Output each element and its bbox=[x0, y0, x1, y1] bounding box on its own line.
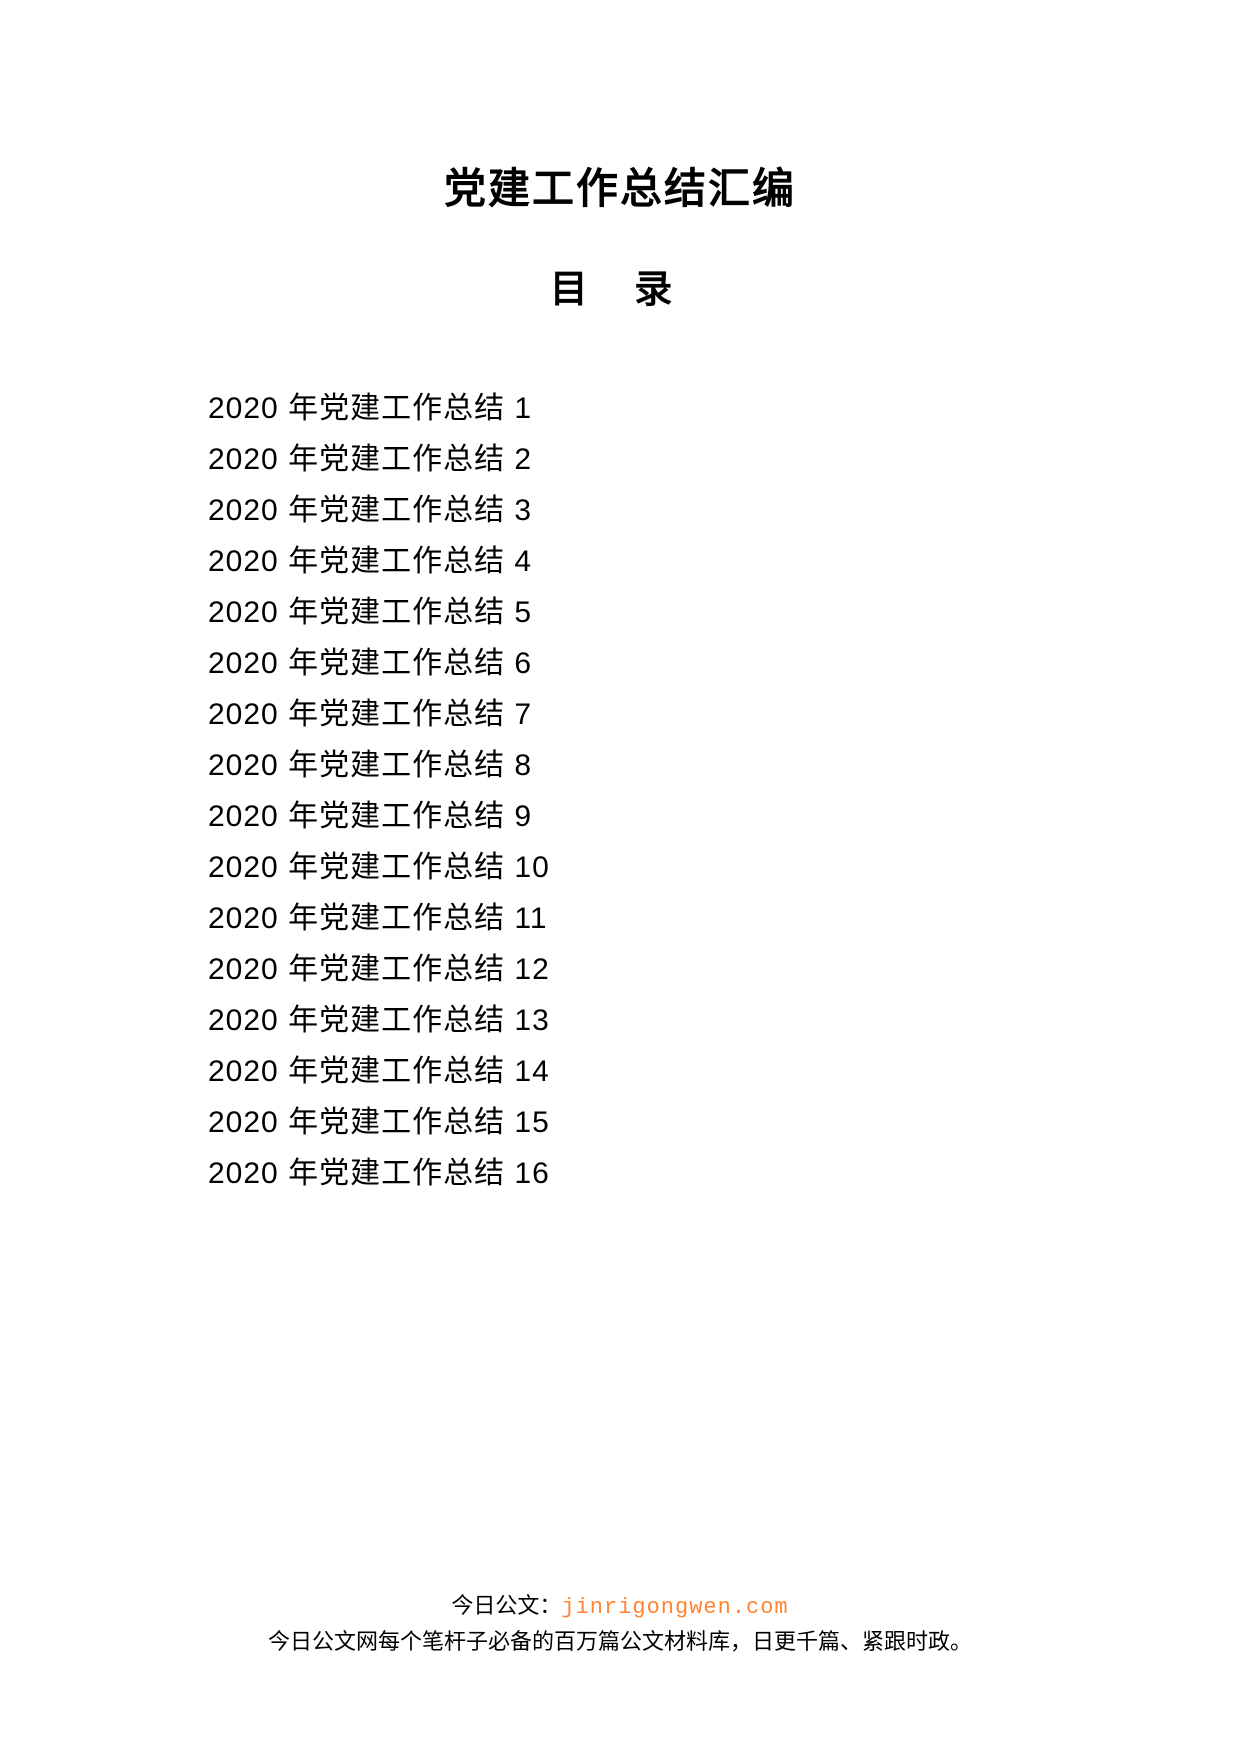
toc-item: 2020 年党建工作总结 14 bbox=[208, 1046, 1040, 1097]
toc-item: 2020 年党建工作总结 8 bbox=[208, 740, 1040, 791]
footer-line-1: 今日公文：jinrigongwen.com bbox=[0, 1589, 1240, 1625]
toc-item: 2020 年党建工作总结 13 bbox=[208, 995, 1040, 1046]
document-page: 党建工作总结汇编 目 录 2020 年党建工作总结 1 2020 年党建工作总结… bbox=[0, 0, 1240, 1754]
toc-item: 2020 年党建工作总结 9 bbox=[208, 791, 1040, 842]
toc-item: 2020 年党建工作总结 6 bbox=[208, 638, 1040, 689]
footer-link: jinrigongwen.com bbox=[561, 1595, 788, 1620]
toc-item: 2020 年党建工作总结 2 bbox=[208, 434, 1040, 485]
toc-list: 2020 年党建工作总结 1 2020 年党建工作总结 2 2020 年党建工作… bbox=[200, 383, 1040, 1199]
footer-line-2: 今日公文网每个笔杆子必备的百万篇公文材料库，日更千篇、紧跟时政。 bbox=[0, 1625, 1240, 1659]
toc-item: 2020 年党建工作总结 3 bbox=[208, 485, 1040, 536]
toc-heading: 目 录 bbox=[200, 258, 1040, 313]
toc-item: 2020 年党建工作总结 11 bbox=[208, 893, 1040, 944]
toc-item: 2020 年党建工作总结 5 bbox=[208, 587, 1040, 638]
toc-item: 2020 年党建工作总结 12 bbox=[208, 944, 1040, 995]
footer-prefix: 今日公文： bbox=[451, 1593, 561, 1618]
page-title: 党建工作总结汇编 bbox=[200, 155, 1040, 216]
toc-item: 2020 年党建工作总结 7 bbox=[208, 689, 1040, 740]
toc-item: 2020 年党建工作总结 4 bbox=[208, 536, 1040, 587]
toc-item: 2020 年党建工作总结 10 bbox=[208, 842, 1040, 893]
toc-item: 2020 年党建工作总结 1 bbox=[208, 383, 1040, 434]
toc-item: 2020 年党建工作总结 16 bbox=[208, 1148, 1040, 1199]
page-footer: 今日公文：jinrigongwen.com 今日公文网每个笔杆子必备的百万篇公文… bbox=[0, 1589, 1240, 1659]
toc-item: 2020 年党建工作总结 15 bbox=[208, 1097, 1040, 1148]
